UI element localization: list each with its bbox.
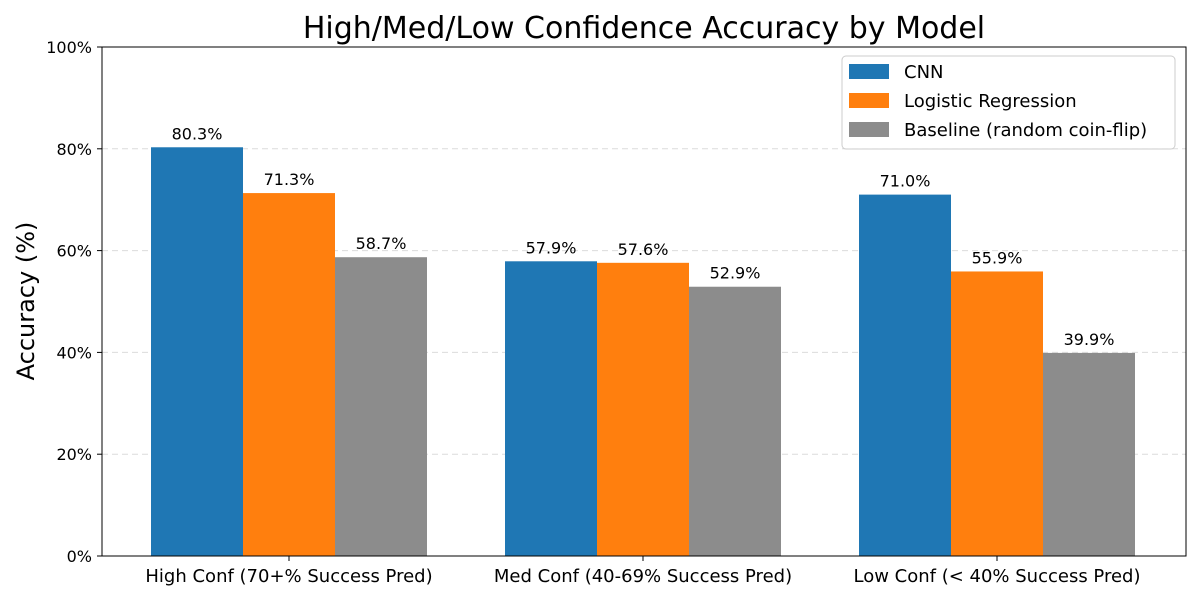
y-tick-label: 100% bbox=[46, 38, 92, 57]
legend: CNN Logistic Regression Baseline (random c… bbox=[841, 55, 1176, 150]
chart-title: High/Med/Low Confidence Accuracy by Mode… bbox=[303, 11, 985, 46]
bar-value-label: 39.9% bbox=[1064, 330, 1115, 349]
legend-swatch bbox=[849, 64, 889, 79]
data-labels: 80.3% 71.3% 58.7% 57.9% 57.6% 52.9% 71.0% 55.9%… bbox=[172, 124, 1115, 349]
bar bbox=[505, 261, 597, 556]
bar bbox=[859, 194, 951, 557]
legend-swatch bbox=[849, 122, 889, 137]
bar bbox=[689, 286, 781, 556]
x-tick-label: Med Conf (40-69% Success Pred) bbox=[494, 566, 792, 587]
legend-swatch bbox=[849, 93, 889, 108]
bar bbox=[243, 193, 335, 556]
x-axis-ticks: High Conf (70+% Success Pred) Med Conf (4… bbox=[145, 556, 1141, 587]
y-tick-label: 80% bbox=[56, 140, 92, 159]
plot-area-frame bbox=[101, 46, 1187, 557]
bar-value-label: 55.9% bbox=[972, 248, 1023, 267]
bar bbox=[1043, 352, 1135, 556]
y-tick-label: 0% bbox=[67, 547, 92, 566]
y-tick-label: 40% bbox=[56, 343, 92, 362]
legend-box bbox=[841, 55, 1176, 150]
bars bbox=[151, 147, 1135, 557]
legend-label: CNN bbox=[904, 62, 944, 83]
x-tick-label: High Conf (70+% Success Pred) bbox=[145, 566, 432, 587]
bar-value-label: 52.9% bbox=[710, 264, 761, 283]
bar-value-label: 71.3% bbox=[264, 170, 315, 189]
bar bbox=[951, 271, 1043, 556]
y-axis-ticks: 0% 20% 40% 60% 80% 100% bbox=[46, 38, 102, 566]
legend-label: Baseline (random coin-flip) bbox=[904, 120, 1147, 141]
y-tick-label: 60% bbox=[56, 242, 92, 261]
bar bbox=[151, 147, 243, 556]
bar bbox=[597, 262, 689, 556]
bar-value-label: 57.9% bbox=[526, 238, 577, 257]
x-tick-label: Low Conf (< 40% Success Pred) bbox=[853, 566, 1140, 587]
y-tick-label: 20% bbox=[56, 445, 92, 464]
bar-value-label: 80.3% bbox=[172, 124, 223, 143]
bar-value-label: 71.0% bbox=[880, 172, 931, 191]
bar-value-label: 58.7% bbox=[356, 234, 407, 253]
bar bbox=[335, 257, 427, 556]
bar-value-label: 57.6% bbox=[618, 240, 669, 259]
y-axis-label: Accuracy (%) bbox=[12, 222, 40, 381]
legend-label: Logistic Regression bbox=[904, 91, 1077, 112]
